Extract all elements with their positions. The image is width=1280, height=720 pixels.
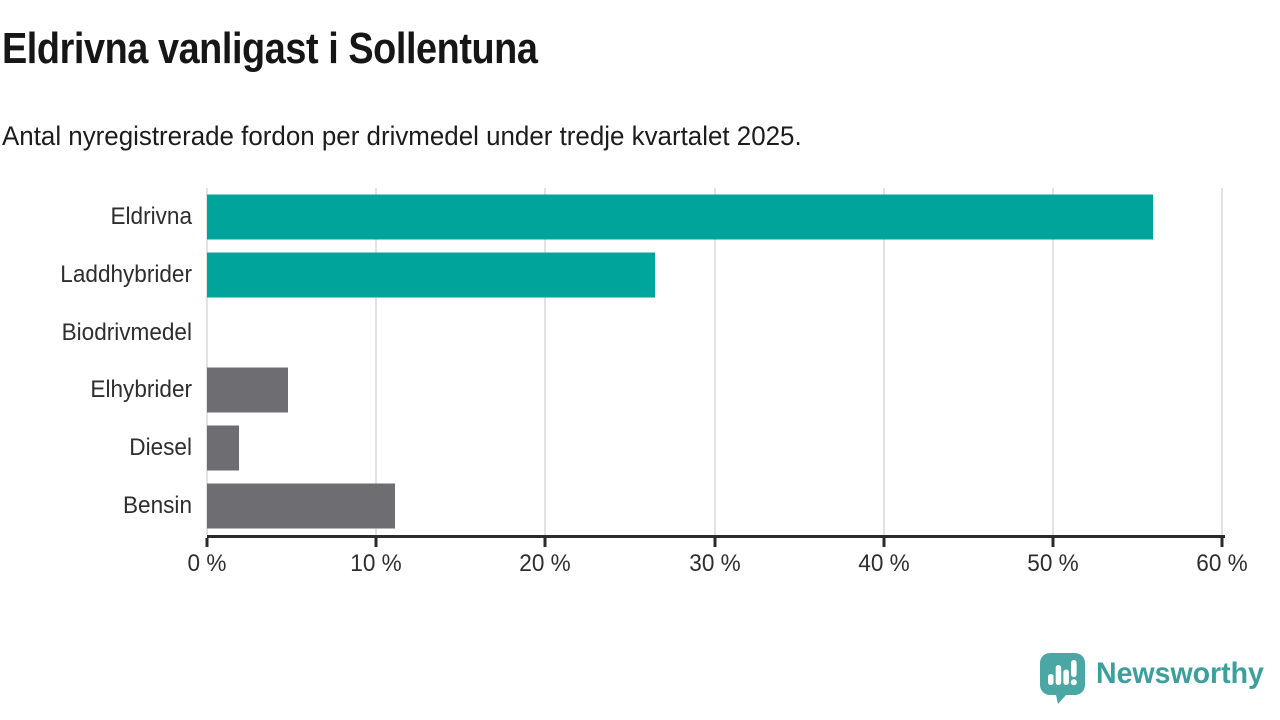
x-tick-mark-60 (1220, 538, 1224, 547)
bar-row-elhybrider (207, 362, 1222, 420)
gridline-10 (375, 188, 378, 535)
bar-row-laddhybrider (207, 246, 1222, 304)
newsworthy-logo-icon (1040, 653, 1086, 704)
x-tick-label-30: 30 % (688, 550, 741, 577)
x-axis-line (207, 535, 1225, 538)
x-tick-label-60: 60 % (1196, 550, 1248, 577)
bar-row-diesel (207, 419, 1222, 477)
category-label-laddhybrider: Laddhybrider (60, 260, 192, 288)
newsworthy-logo-text: Newsworthy (1096, 657, 1265, 690)
bar-row-biodrivmedel (207, 304, 1222, 362)
gridline-60 (1221, 188, 1223, 535)
gridline-50 (1051, 188, 1054, 535)
category-label-diesel: Diesel (129, 434, 192, 462)
x-tick-label-40: 40 % (857, 550, 910, 577)
x-tick-label-50: 50 % (1027, 550, 1079, 577)
x-tick-label-10: 10 % (350, 550, 402, 577)
bar-elhybrider (207, 367, 289, 413)
bar-row-bensin (207, 477, 1222, 535)
newsworthy-logo[interactable]: Newsworthy (1039, 652, 1273, 704)
x-tick-mark-10 (374, 538, 378, 547)
gridline-20 (544, 188, 547, 535)
chart-title: Eldrivna vanligast i Sollentuna (2, 24, 538, 73)
category-label-bensin: Bensin (123, 492, 192, 520)
bar-laddhybrider (207, 252, 656, 298)
plot-area (206, 188, 1223, 535)
category-label-elhybrider: Elhybrider (90, 376, 192, 404)
x-tick-label-0: 0 % (187, 550, 227, 577)
x-tick-mark-0 (205, 538, 209, 547)
x-tick-label-20: 20 % (519, 550, 572, 577)
gridline-0 (206, 188, 208, 535)
x-tick-mark-30 (713, 538, 716, 547)
bar-bensin (207, 483, 395, 529)
gridline-40 (882, 188, 885, 535)
category-label-biodrivmedel: Biodrivmedel (61, 318, 192, 346)
category-label-eldrivna: Eldrivna (110, 202, 192, 230)
x-axis-ticks: 0 % 10 % 20 % 30 % 40 % 50 % 60 % (188, 538, 1248, 588)
x-tick-mark-40 (882, 538, 886, 547)
chart-subtitle: Antal nyregistrerade fordon per drivmede… (2, 121, 802, 151)
bar-row-eldrivna (207, 188, 1222, 246)
x-tick-mark-20 (543, 538, 547, 547)
bar-diesel (207, 425, 240, 471)
category-axis-labels: Eldrivna Laddhybrider Biodrivmedel Elhybrid… (0, 188, 207, 535)
x-tick-mark-50 (1051, 538, 1055, 547)
bar-eldrivna (207, 194, 1153, 240)
gridline-30 (713, 188, 716, 535)
